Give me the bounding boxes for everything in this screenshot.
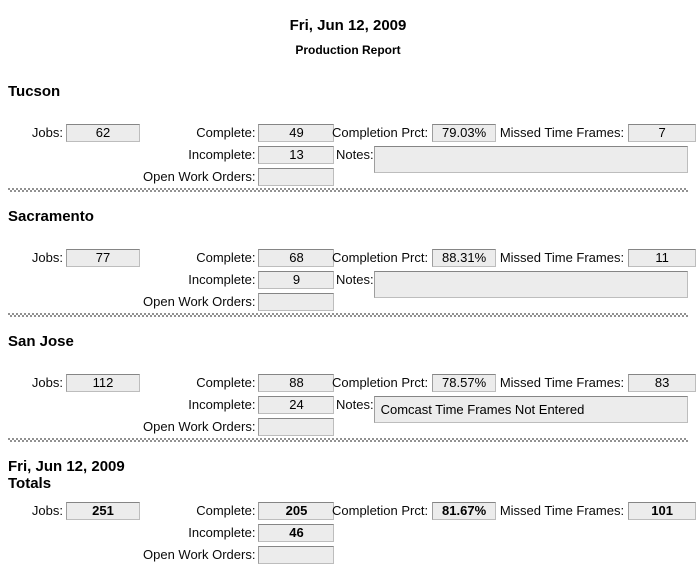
complete-total-field[interactable]: 205: [258, 502, 335, 520]
incomplete-label: Incomplete:: [188, 525, 256, 540]
incomplete-label: Incomplete:: [188, 397, 256, 412]
open-work-orders-label: Open Work Orders:: [143, 419, 256, 434]
missed-time-frames-field[interactable]: 7: [628, 124, 696, 142]
missed-time-frames-label: Missed Time Frames:: [499, 125, 625, 140]
report-title: Production Report: [295, 43, 401, 57]
completion-prct-field[interactable]: 88.31%: [432, 249, 497, 267]
incomplete-label: Incomplete:: [188, 147, 256, 162]
section-separator: [8, 188, 688, 192]
incomplete-field[interactable]: 13: [258, 146, 335, 164]
section-title-totals: Fri, Jun 12, 2009 Totals: [8, 458, 688, 492]
completion-prct-field[interactable]: 78.57%: [432, 374, 497, 392]
complete-label: Complete:: [196, 503, 256, 518]
jobs-label: Jobs:: [31, 125, 63, 140]
totals-label-line: Totals: [8, 475, 52, 492]
completion-prct-label: Completion Prct:: [332, 503, 429, 518]
completion-prct-total-field[interactable]: 81.67%: [432, 502, 497, 520]
missed-time-frames-field[interactable]: 83: [628, 374, 696, 392]
notes-field[interactable]: [373, 146, 688, 173]
complete-field[interactable]: 68: [258, 249, 335, 267]
notes-label: Notes:: [336, 397, 374, 412]
jobs-field[interactable]: 62: [66, 124, 140, 142]
missed-time-frames-label: Missed Time Frames:: [499, 250, 625, 265]
completion-prct-field[interactable]: 79.03%: [432, 124, 497, 142]
incomplete-field[interactable]: 24: [258, 396, 335, 414]
complete-label: Complete:: [196, 250, 256, 265]
complete-field[interactable]: 49: [258, 124, 335, 142]
open-work-orders-total-field[interactable]: [258, 546, 335, 564]
section-san-jose: San Jose Jobs: 112 Complete: 88 Incomple…: [8, 333, 696, 442]
jobs-field[interactable]: 77: [66, 249, 140, 267]
report-date: Fri, Jun 12, 2009: [289, 17, 407, 34]
open-work-orders-label: Open Work Orders:: [143, 294, 256, 309]
jobs-label: Jobs:: [31, 503, 63, 518]
notes-field[interactable]: Comcast Time Frames Not Entered: [373, 396, 688, 423]
open-work-orders-label: Open Work Orders:: [143, 547, 256, 562]
section-title-san-jose: San Jose: [8, 333, 74, 350]
open-work-orders-field[interactable]: [258, 418, 335, 436]
complete-label: Complete:: [196, 375, 256, 390]
missed-time-frames-field[interactable]: 11: [628, 249, 696, 267]
notes-label: Notes:: [336, 272, 374, 287]
section-separator: [8, 438, 688, 442]
section-totals: Fri, Jun 12, 2009 Totals Jobs: 251 Compl…: [8, 458, 696, 564]
jobs-field[interactable]: 112: [66, 374, 140, 392]
open-work-orders-field[interactable]: [258, 293, 335, 311]
totals-date-line: Fri, Jun 12, 2009: [8, 458, 125, 475]
incomplete-label: Incomplete:: [188, 272, 256, 287]
missed-time-frames-label: Missed Time Frames:: [499, 375, 625, 390]
section-title-sacramento: Sacramento: [8, 208, 94, 225]
completion-prct-label: Completion Prct:: [332, 250, 429, 265]
notes-label: Notes:: [336, 147, 374, 162]
open-work-orders-field[interactable]: [258, 168, 335, 186]
notes-field[interactable]: [373, 271, 688, 298]
complete-field[interactable]: 88: [258, 374, 335, 392]
jobs-total-field[interactable]: 251: [66, 502, 140, 520]
completion-prct-label: Completion Prct:: [332, 375, 429, 390]
jobs-label: Jobs:: [31, 375, 63, 390]
section-separator: [8, 313, 688, 317]
incomplete-field[interactable]: 9: [258, 271, 335, 289]
completion-prct-label: Completion Prct:: [332, 125, 429, 140]
jobs-label: Jobs:: [31, 250, 63, 265]
incomplete-total-field[interactable]: 46: [258, 524, 335, 542]
complete-label: Complete:: [196, 125, 256, 140]
open-work-orders-label: Open Work Orders:: [143, 169, 256, 184]
missed-time-frames-total-field[interactable]: 101: [628, 502, 696, 520]
section-title-tucson: Tucson: [8, 83, 61, 100]
section-sacramento: Sacramento Jobs: 77 Complete: 68 Incompl…: [8, 208, 696, 317]
report-header: Fri, Jun 12, 2009 Production Report: [8, 17, 688, 57]
section-tucson: Tucson Jobs: 62 Complete: 49 Incomplete:…: [8, 83, 696, 192]
missed-time-frames-label: Missed Time Frames:: [499, 503, 625, 518]
